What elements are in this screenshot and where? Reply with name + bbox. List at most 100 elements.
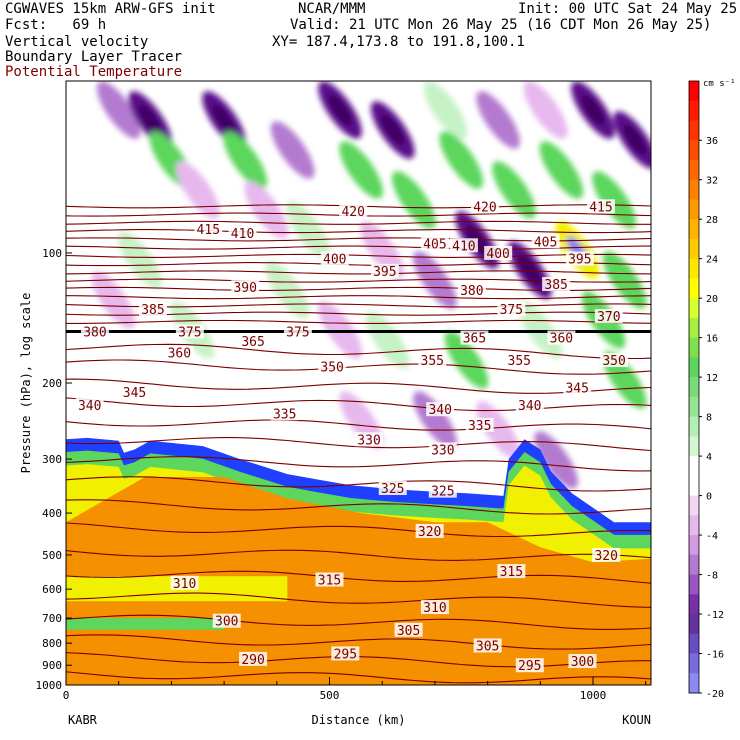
theta-label-bg bbox=[318, 359, 347, 374]
theta-label-bg bbox=[355, 432, 384, 447]
theta-label: 340 bbox=[518, 399, 541, 414]
colorbar-swatch bbox=[689, 495, 699, 516]
theta-label-bg bbox=[120, 385, 149, 400]
theta-label-bg bbox=[505, 353, 534, 368]
theta-label-bg bbox=[331, 646, 360, 661]
theta-contour bbox=[66, 270, 651, 275]
theta-label-bg bbox=[75, 398, 104, 413]
colorbar-swatch bbox=[689, 337, 699, 358]
colorbar-tick-label: 20 bbox=[706, 294, 718, 305]
theta-label-bg bbox=[515, 658, 544, 673]
theta-label-bg bbox=[370, 263, 399, 278]
theta-label: 410 bbox=[452, 239, 475, 254]
theta-label-bg bbox=[515, 398, 544, 413]
velocity-cell bbox=[212, 104, 236, 136]
theta-label-bg bbox=[565, 251, 594, 266]
velocity-cell bbox=[476, 401, 521, 459]
velocity-cell bbox=[539, 141, 584, 199]
theta-label-bg bbox=[80, 324, 109, 339]
theta-label-bg bbox=[175, 324, 204, 339]
theta-label-bg bbox=[339, 204, 368, 219]
theta-label-bg bbox=[212, 613, 241, 628]
theta-label: 360 bbox=[168, 347, 191, 362]
theta-contour bbox=[66, 437, 651, 452]
theta-label-bg bbox=[470, 199, 499, 214]
x-tick-label: 1000 bbox=[580, 689, 607, 702]
theta-label-bg bbox=[138, 302, 167, 317]
colorbar-swatch bbox=[689, 357, 699, 378]
theta-label: 355 bbox=[508, 354, 531, 369]
colorbar-swatch bbox=[689, 100, 699, 121]
velocity-cell bbox=[581, 94, 605, 126]
theta-contour bbox=[66, 253, 651, 258]
theta-label: 360 bbox=[550, 332, 573, 347]
velocity-cell bbox=[492, 161, 536, 219]
theta-contour bbox=[66, 634, 651, 650]
theta-label-bg bbox=[460, 330, 489, 345]
theta-label-bg bbox=[239, 651, 268, 666]
colorbar-swatch bbox=[689, 436, 699, 457]
theta-contour bbox=[66, 319, 651, 324]
theta-label: 380 bbox=[83, 326, 106, 341]
field-boundary-layer-tracer: Boundary Layer Tracer bbox=[5, 49, 183, 65]
velocity-cell bbox=[623, 124, 647, 156]
theta-label-bg bbox=[270, 406, 299, 421]
theta-label: 320 bbox=[594, 549, 617, 564]
institution-label: NCAR/MMM bbox=[298, 1, 366, 17]
theta-label: 385 bbox=[544, 278, 567, 293]
theta-contour bbox=[66, 262, 651, 267]
colorbar-swatch bbox=[689, 258, 699, 279]
velocity-cell bbox=[534, 431, 578, 489]
theta-label: 305 bbox=[397, 624, 420, 639]
colorbar-swatch bbox=[689, 159, 699, 181]
theta-label: 315 bbox=[500, 565, 523, 580]
theta-label-bg bbox=[465, 417, 494, 432]
theta-label: 415 bbox=[197, 223, 220, 238]
theta-label: 350 bbox=[320, 360, 343, 375]
x-start-station: KABR bbox=[68, 713, 98, 727]
colorbar-tick-label: -20 bbox=[706, 689, 724, 700]
colorbar-tick-label: 28 bbox=[706, 215, 718, 226]
theta-label-bg bbox=[542, 276, 571, 291]
theta-label: 335 bbox=[273, 407, 296, 422]
theta-label: 365 bbox=[241, 335, 264, 350]
theta-label: 310 bbox=[423, 601, 446, 616]
colorbar-swatch bbox=[689, 219, 699, 240]
theta-label: 395 bbox=[373, 265, 396, 280]
theta-label: 380 bbox=[460, 284, 483, 299]
x-end-station: KOUN bbox=[622, 713, 651, 727]
y-tick-label: 400 bbox=[42, 507, 62, 520]
colorbar-unit: cm s⁻¹ bbox=[703, 79, 736, 89]
theta-contour bbox=[66, 456, 651, 472]
colorbar-tick-label: 32 bbox=[706, 176, 718, 187]
theta-label-bg bbox=[457, 283, 486, 298]
theta-label: 375 bbox=[500, 303, 523, 318]
velocity-cell bbox=[413, 391, 457, 449]
theta-label-bg bbox=[592, 547, 621, 562]
theta-label: 395 bbox=[568, 252, 591, 267]
y-tick-label: 600 bbox=[42, 583, 62, 596]
theta-contour bbox=[66, 378, 651, 394]
theta-contour bbox=[66, 522, 651, 538]
velocity-cell bbox=[223, 131, 268, 189]
theta-label-bg bbox=[194, 221, 223, 236]
theta-label: 405 bbox=[423, 237, 446, 252]
x-tick-label: 0 bbox=[63, 689, 70, 702]
theta-label-bg bbox=[547, 330, 576, 345]
theta-label: 290 bbox=[241, 653, 264, 668]
velocity-cell bbox=[391, 171, 436, 229]
theta-label-bg bbox=[473, 638, 502, 653]
y-tick-label: 200 bbox=[42, 377, 62, 390]
velocity-cell bbox=[244, 181, 289, 239]
theta-contour-labels: 415 410 400 395 390 385 380 375 375 365 360 420 405 4… bbox=[75, 199, 629, 674]
theta-label: 375 bbox=[178, 326, 201, 341]
tracer-band bbox=[66, 618, 225, 630]
theta-label: 420 bbox=[473, 200, 496, 215]
colorbar-swatch bbox=[689, 199, 699, 220]
velocity-cell bbox=[602, 251, 647, 309]
velocity-cell bbox=[91, 271, 136, 329]
theta-contour bbox=[66, 614, 651, 630]
colorbar-swatch bbox=[689, 653, 699, 674]
colorbar-tick-label: 4 bbox=[706, 452, 712, 463]
colorbar-swatch bbox=[689, 377, 699, 398]
